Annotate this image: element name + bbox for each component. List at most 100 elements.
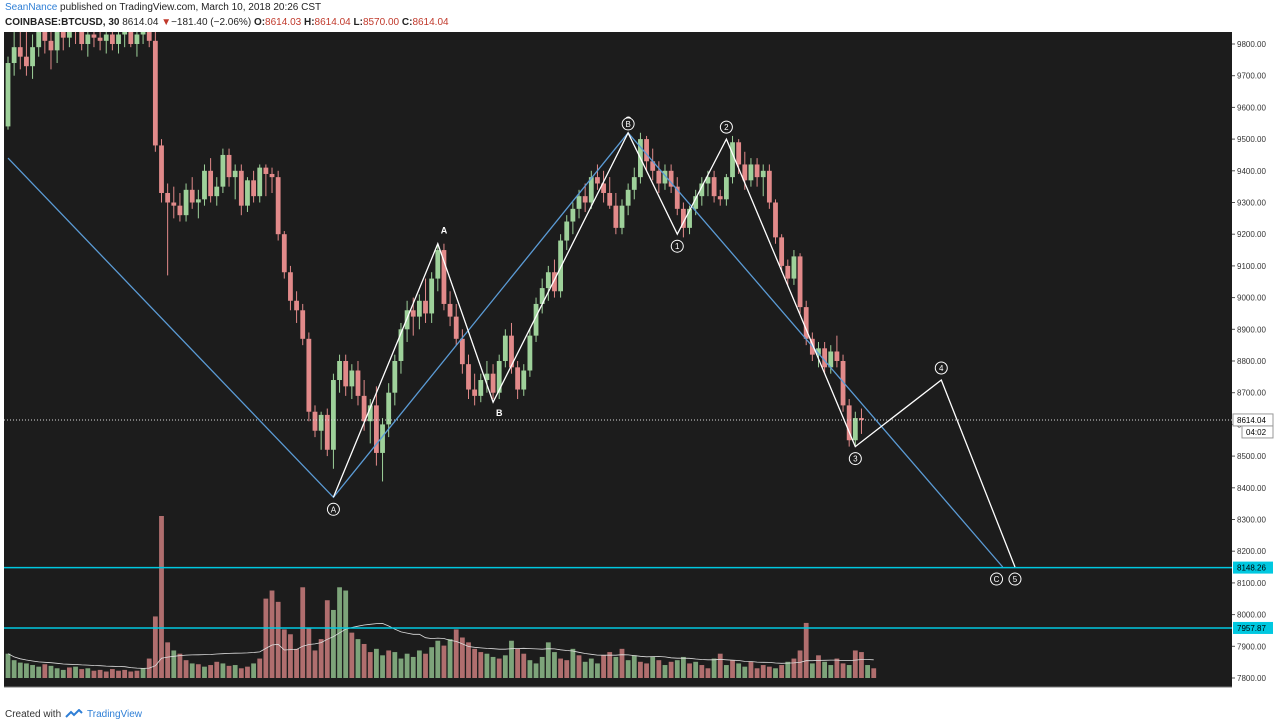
volume-bar <box>558 658 563 678</box>
volume-ma-line <box>7 622 874 669</box>
volume-bar <box>785 661 791 678</box>
ohlc-line: COINBASE:BTCUSD, 30 8614.04 ▼−181.40 (−2… <box>5 17 449 28</box>
last-price: 8614.04 <box>122 17 159 28</box>
volume-bar <box>410 656 416 678</box>
y-tick-label: 9200.00 <box>1237 230 1266 239</box>
candle-body <box>128 32 134 44</box>
volume-bar <box>189 663 195 678</box>
volume-bar <box>859 652 864 678</box>
wave-circle-text: 3 <box>853 455 858 464</box>
volume-bar <box>607 652 613 678</box>
y-tick-label: 8200.00 <box>1237 547 1266 556</box>
volume-bar <box>60 669 66 678</box>
candle-body <box>5 63 11 127</box>
candle-body <box>103 34 109 41</box>
symbol-label[interactable]: COINBASE:BTCUSD, 30 <box>5 17 120 28</box>
candle-body <box>668 170 674 187</box>
candle-body <box>349 370 355 387</box>
candle-body <box>459 338 465 365</box>
current-price-label: 8614.04 <box>1237 416 1266 425</box>
candle-body <box>116 34 121 44</box>
volume-bar <box>183 660 189 678</box>
volume-bar <box>269 590 275 678</box>
author-link[interactable]: SeanNance <box>5 2 58 13</box>
candle-body <box>294 300 299 311</box>
volume-bar <box>392 652 398 678</box>
volume-bar <box>766 666 772 678</box>
y-tick-label: 8000.00 <box>1237 611 1266 620</box>
volume-bar <box>85 668 91 678</box>
y-tick-label: 8900.00 <box>1237 325 1266 334</box>
candle-body <box>11 47 17 64</box>
x-tick-label: 11 <box>888 690 897 700</box>
candle-body <box>791 256 797 279</box>
candle-body <box>662 170 668 184</box>
level-price-tag <box>1233 561 1273 574</box>
candle-body <box>435 250 441 279</box>
candle-body <box>472 389 478 396</box>
volume-bar <box>730 660 735 678</box>
candle-body <box>177 205 183 216</box>
candle-body <box>558 240 563 292</box>
price-axis <box>1232 32 1280 701</box>
candle-body <box>140 32 146 35</box>
wave-circle-text: B <box>625 120 630 129</box>
volume-bar <box>398 658 404 678</box>
volume-bar <box>220 663 226 678</box>
candle-body <box>263 167 269 174</box>
volume-bar <box>416 650 422 678</box>
volume-bar <box>674 660 680 678</box>
candle-body <box>97 37 103 41</box>
candle-body <box>134 34 140 44</box>
volume-bar <box>613 656 619 678</box>
x-tick-label: 12:00 <box>1029 690 1051 700</box>
candle-body <box>816 348 821 355</box>
publish-line: SeanNance published on TradingView.com, … <box>5 2 321 13</box>
candle-body <box>533 303 539 336</box>
tradingview-link[interactable]: TradingView <box>87 709 143 720</box>
down-arrow-icon: ▼ <box>161 17 172 28</box>
candle-body <box>773 202 778 238</box>
candle-body <box>730 142 735 178</box>
candle-body <box>318 414 324 431</box>
volume-bar <box>625 660 631 678</box>
countdown-tag <box>1241 425 1274 439</box>
volume-bar <box>355 639 361 678</box>
volume-bar <box>214 661 220 678</box>
volume-bar <box>122 669 128 678</box>
candle-body <box>60 32 66 38</box>
candle-body <box>613 205 619 228</box>
candle-body <box>705 177 711 184</box>
x-tick-label: 18:00 <box>808 690 830 700</box>
price-chart[interactable]: 7800.00 7900.00 8000.00 8100.00 8200.00 8300.… <box>0 32 1280 701</box>
candle-body <box>214 186 220 197</box>
candle-body <box>324 414 330 450</box>
volume-bar <box>103 671 109 678</box>
candle-body <box>478 380 484 396</box>
candle-body <box>785 265 791 279</box>
y-tick-label: 8300.00 <box>1237 516 1266 525</box>
volume-bar <box>165 642 171 678</box>
volume-bar <box>263 598 269 678</box>
candle-body <box>416 300 422 317</box>
volume-bar <box>564 660 570 678</box>
volume-bar <box>834 658 840 678</box>
x-tick-label: 10 <box>593 690 603 700</box>
volume-bar <box>423 653 428 678</box>
candle-body <box>232 170 238 178</box>
volume-bar <box>478 652 484 678</box>
volume-bar <box>760 665 766 678</box>
volume-bar <box>871 668 877 678</box>
candle-body <box>429 278 435 314</box>
volume-bar <box>687 663 692 678</box>
candle-body <box>723 177 729 200</box>
candle-body <box>275 177 281 235</box>
volume-bar <box>852 650 858 678</box>
chart-footer: Created with TradingView <box>0 701 1280 727</box>
volume-bar <box>294 648 299 678</box>
volume-bar <box>809 663 815 678</box>
volume-bar <box>717 653 723 678</box>
volume-bar <box>331 609 336 678</box>
candle-body <box>656 170 662 184</box>
candle-body <box>189 189 195 203</box>
